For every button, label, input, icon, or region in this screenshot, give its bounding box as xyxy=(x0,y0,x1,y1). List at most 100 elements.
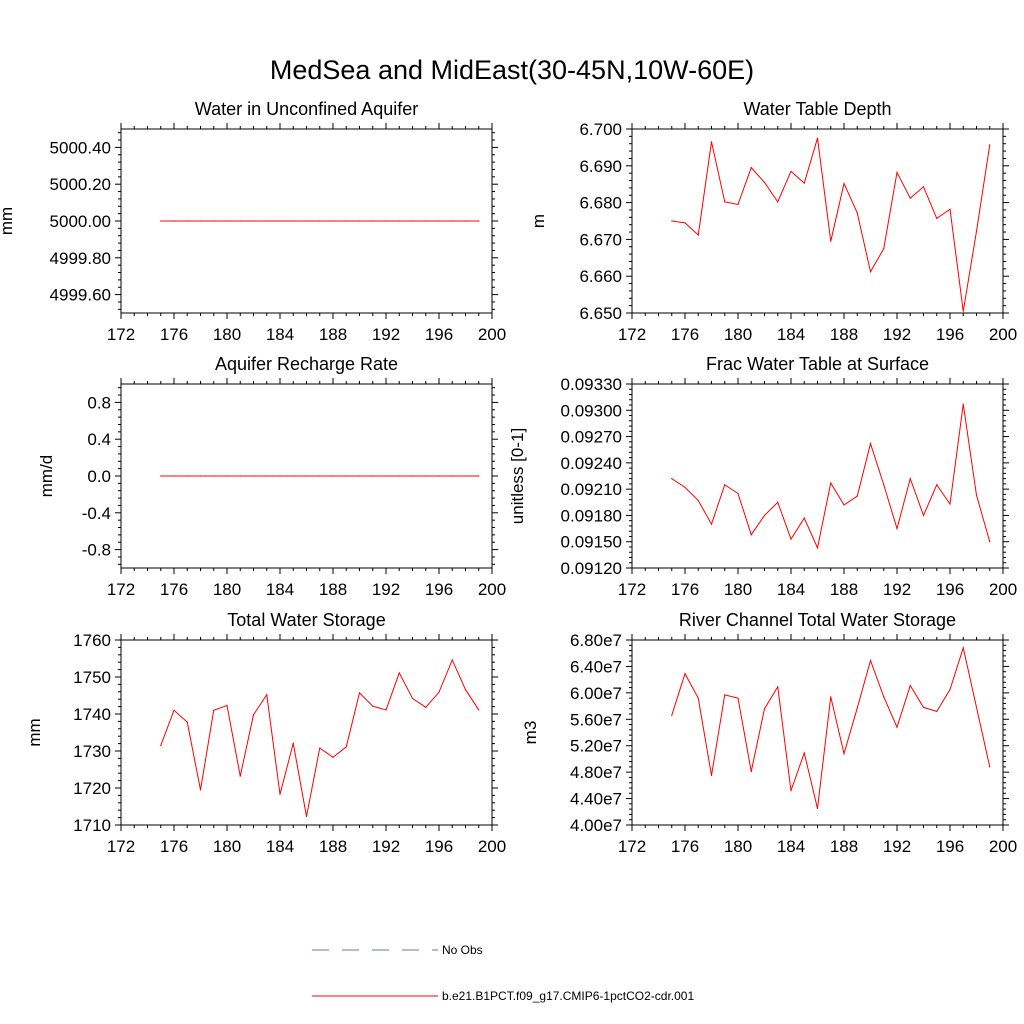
x-tick-label: 192 xyxy=(372,325,400,344)
data-point xyxy=(332,220,334,222)
data-point xyxy=(909,684,911,687)
data-point xyxy=(777,201,779,203)
data-point xyxy=(438,475,440,477)
data-point xyxy=(936,484,938,486)
data-point xyxy=(697,234,699,236)
y-tick-label: 4999.80 xyxy=(50,249,111,268)
data-point xyxy=(697,499,699,502)
data-point xyxy=(252,220,255,222)
y-tick-label: 0.09180 xyxy=(561,506,622,525)
data-point xyxy=(737,697,739,699)
data-point xyxy=(239,475,241,477)
data-point xyxy=(684,673,686,675)
y-tick-label: 1760 xyxy=(73,631,111,650)
data-point xyxy=(896,726,898,728)
legend-label-no-obs: No Obs xyxy=(442,943,483,957)
data-point xyxy=(989,766,991,768)
data-point xyxy=(697,697,699,699)
x-tick-label: 184 xyxy=(777,325,805,344)
data-point xyxy=(305,220,308,222)
data-point xyxy=(239,775,241,777)
y-tick-label: 6.80e7 xyxy=(570,631,622,650)
data-point xyxy=(936,710,938,712)
x-tick-label: 172 xyxy=(618,325,646,344)
data-point xyxy=(173,220,175,222)
data-point xyxy=(464,475,467,477)
data-point xyxy=(724,484,726,486)
data-point xyxy=(737,203,739,206)
y-tick-label: 5.20e7 xyxy=(570,737,622,756)
data-point xyxy=(186,220,188,222)
data-point xyxy=(856,212,858,214)
data-point xyxy=(803,517,805,519)
data-point xyxy=(962,647,964,649)
data-point xyxy=(305,815,308,818)
data-point xyxy=(869,442,872,445)
data-point xyxy=(710,774,713,777)
y-tick-label: 6.700 xyxy=(579,120,622,139)
data-point xyxy=(763,708,766,710)
x-tick-label: 180 xyxy=(724,837,752,856)
data-point xyxy=(710,523,713,525)
data-point xyxy=(896,171,898,174)
data-point xyxy=(213,709,215,711)
x-tick-label: 200 xyxy=(989,837,1017,856)
y-tick-label: 5000.00 xyxy=(50,212,111,231)
data-point xyxy=(186,475,188,477)
data-point xyxy=(226,475,228,477)
data-point xyxy=(372,705,374,707)
x-tick-label: 188 xyxy=(319,325,347,344)
y-tick-label: 1740 xyxy=(73,705,111,724)
data-point xyxy=(803,182,805,184)
data-point xyxy=(332,475,334,477)
x-tick-label: 180 xyxy=(724,580,752,599)
data-point xyxy=(199,789,202,791)
x-tick-label: 180 xyxy=(213,837,241,856)
data-point xyxy=(385,709,387,711)
x-tick-label: 200 xyxy=(478,325,506,344)
data-point xyxy=(186,721,188,723)
data-point xyxy=(292,220,294,222)
data-point xyxy=(684,486,686,488)
data-point xyxy=(411,220,414,222)
data-point xyxy=(279,793,281,795)
x-tick-label: 172 xyxy=(107,837,135,856)
data-point xyxy=(763,514,766,517)
data-point xyxy=(777,501,779,503)
x-tick-label: 196 xyxy=(425,580,453,599)
panel-water-table-depth: 172 176 180 184 188 192 196 200 6.650 6.660 6.670 6… xyxy=(529,99,1017,344)
x-tick-label: 188 xyxy=(830,837,858,856)
data-point xyxy=(464,688,467,691)
data-point xyxy=(989,541,991,543)
plot-frame xyxy=(631,128,1004,314)
x-tick-label: 188 xyxy=(830,580,858,599)
data-point xyxy=(975,230,978,232)
y-tick-label: 4.40e7 xyxy=(570,790,622,809)
data-point xyxy=(199,220,202,222)
data-point xyxy=(425,706,427,708)
data-point xyxy=(226,220,228,222)
legend: No Obs b.e21.B1PCT.f09_g17.CMIP6-1pctCO2… xyxy=(312,943,694,1003)
data-point xyxy=(160,744,162,747)
panel-title: River Channel Total Water Storage xyxy=(679,610,956,630)
data-point xyxy=(856,495,858,497)
data-point xyxy=(949,688,951,691)
x-tick-label: 172 xyxy=(618,580,646,599)
x-tick-label: 184 xyxy=(777,580,805,599)
data-point xyxy=(478,709,480,711)
data-point xyxy=(949,503,951,505)
data-point xyxy=(949,208,951,210)
x-tick-label: 180 xyxy=(213,580,241,599)
y-tick-label: 0.09150 xyxy=(561,533,622,552)
data-point xyxy=(830,482,832,484)
data-point xyxy=(425,220,427,222)
data-point xyxy=(372,220,374,222)
y-tick-label: 0.09210 xyxy=(561,480,622,499)
series-line xyxy=(160,658,480,817)
data-point xyxy=(372,475,374,477)
y-tick-label: 4.00e7 xyxy=(570,816,622,835)
y-axis-label: m3 xyxy=(521,721,540,745)
data-point xyxy=(869,271,872,273)
x-tick-label: 184 xyxy=(266,580,294,599)
